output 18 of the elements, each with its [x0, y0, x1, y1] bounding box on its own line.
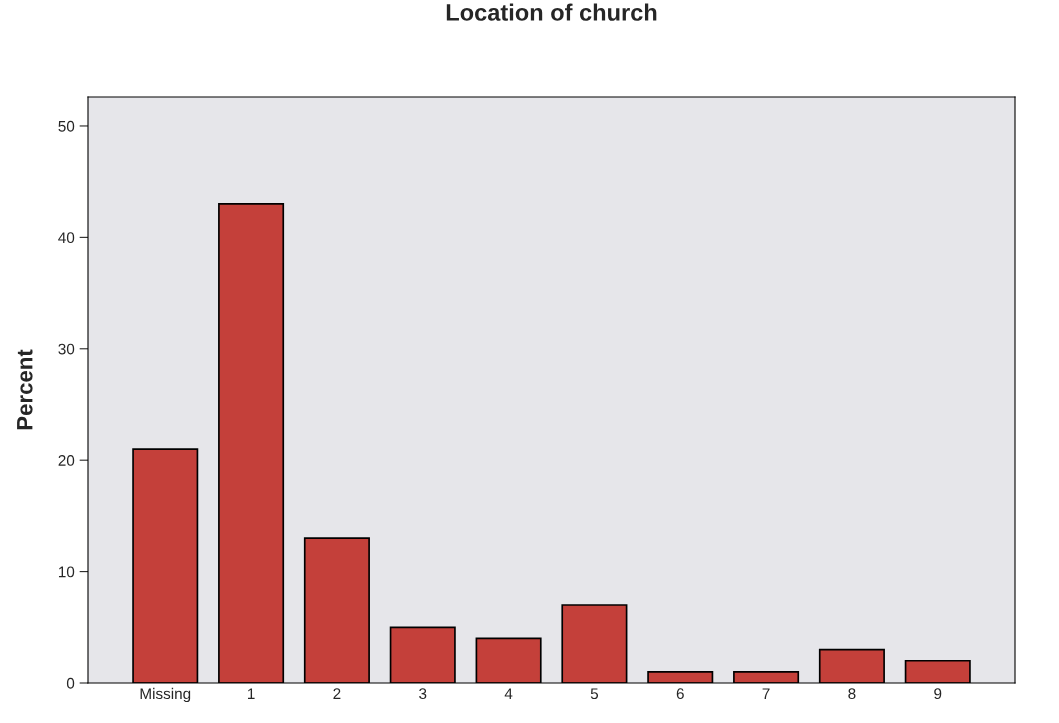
x-tick-label: 9: [934, 688, 942, 700]
x-tick-label: 4: [504, 688, 513, 699]
y-tick-label: 50: [58, 120, 75, 132]
y-tick-label: 20: [58, 455, 75, 466]
y-tick-label: 40: [58, 232, 75, 244]
chart-title: Location of church: [446, 3, 657, 21]
x-tick-label: 1: [248, 688, 255, 699]
x-tick-label: Missing: [140, 687, 191, 703]
x-tick-label: 7: [762, 688, 770, 699]
y-tick-label: 30: [58, 343, 75, 355]
y-tick-label: 0: [66, 677, 75, 689]
x-tick-label: 6: [676, 688, 684, 700]
x-tick-label: 3: [419, 688, 427, 700]
y-axis-title: Percent: [17, 349, 33, 430]
y-tick-label: 10: [58, 566, 75, 578]
x-tick-label: 5: [590, 688, 599, 700]
x-tick-label: 2: [333, 688, 341, 699]
x-tick-label: 8: [848, 688, 856, 700]
